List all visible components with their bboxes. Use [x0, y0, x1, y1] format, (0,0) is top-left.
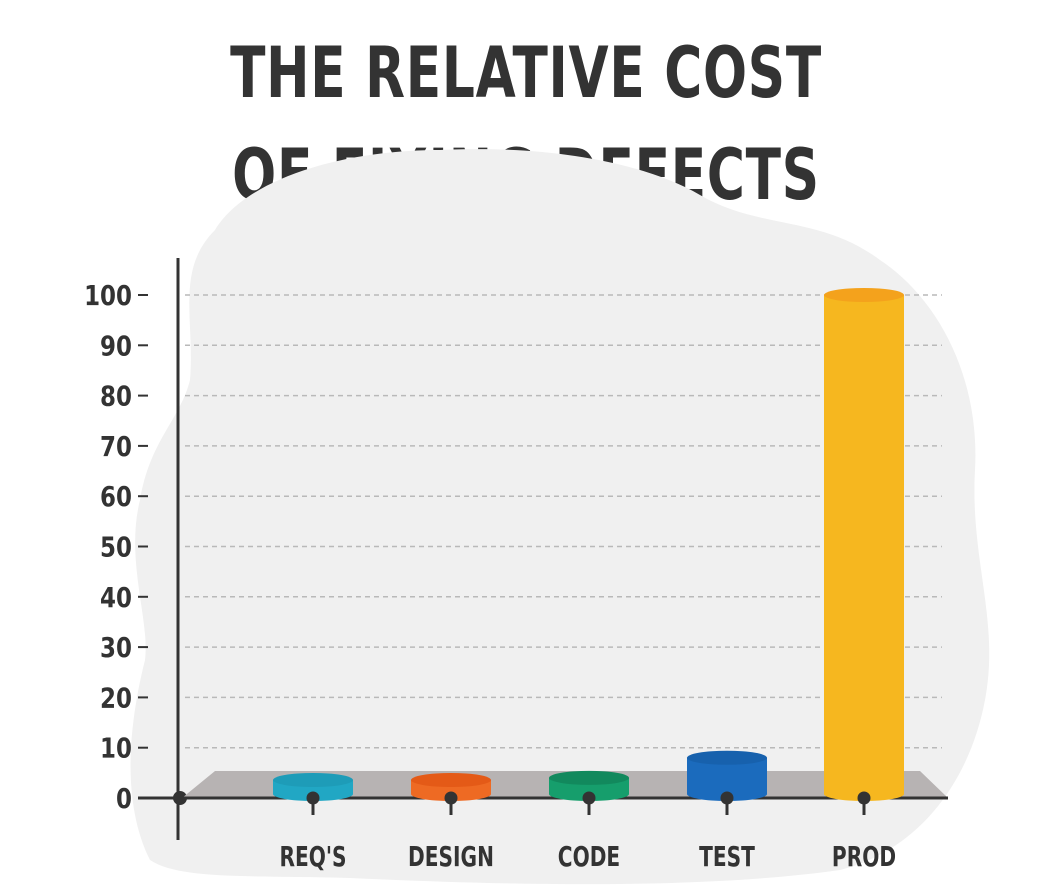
x-tick-label: PROD	[832, 840, 896, 873]
x-tick-label: REQ'S	[279, 840, 346, 873]
y-tick-label: 40	[100, 582, 132, 615]
x-tick-dot	[720, 791, 734, 805]
x-tick-dot	[857, 791, 871, 805]
bar-top	[687, 750, 767, 765]
y-tick-label: 10	[100, 733, 132, 766]
x-tick-dot	[306, 791, 320, 805]
background-cloud	[130, 149, 990, 885]
x-tick-dot	[582, 791, 596, 805]
bar-top	[549, 770, 629, 785]
x-tick-label: CODE	[558, 840, 620, 873]
bar-body	[824, 295, 904, 794]
y-tick-label: 50	[100, 531, 132, 564]
bar-reqs	[273, 773, 353, 801]
y-tick-label: 70	[100, 431, 132, 464]
y-tick-label: 80	[100, 380, 132, 413]
x-tick-dot	[444, 791, 458, 805]
y-tick-label: 60	[100, 481, 132, 514]
bars	[273, 288, 904, 801]
bar-top	[411, 773, 491, 787]
bar-code	[549, 770, 629, 801]
x-axis-ticks: REQ'S DESIGN CODE TEST PROD	[279, 791, 896, 873]
x-tick-label: TEST	[699, 840, 755, 873]
x-tick-label: DESIGN	[408, 840, 494, 873]
bar-test	[687, 750, 767, 801]
y-tick-label: 0	[116, 783, 132, 816]
chart-title-line-1: THE RELATIVE COST	[230, 32, 822, 114]
y-tick-label: 90	[100, 330, 132, 363]
bar-top	[273, 773, 353, 787]
bar-design	[411, 773, 491, 801]
bar-top	[824, 288, 904, 302]
grid-lines	[185, 294, 942, 749]
y-tick-label: 30	[100, 632, 132, 665]
y-tick-label: 20	[100, 682, 132, 715]
bar-prod	[824, 288, 904, 801]
y-tick-label: 100	[84, 280, 132, 313]
y-axis-ticks: 0 10 20 30 40 50 60 70 80 90 100	[84, 280, 187, 816]
